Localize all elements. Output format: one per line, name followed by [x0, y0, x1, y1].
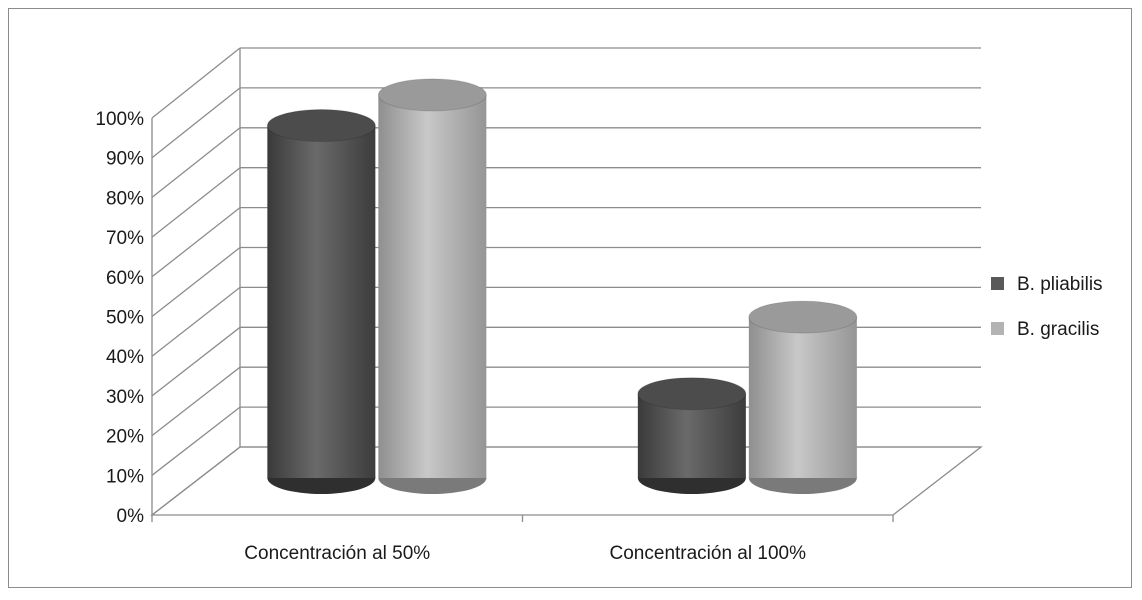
side-wall-line	[151, 406, 241, 476]
side-wall-line	[151, 446, 241, 516]
legend-label: B. gracilis	[1017, 319, 1099, 340]
bars	[266, 78, 858, 494]
y-axis-ticks: 0% 10% 20% 30% 40% 50% 60% 70% 80% 90% 100%	[95, 109, 144, 527]
y-tick-label: 50%	[106, 308, 144, 329]
side-wall-line	[151, 246, 241, 318]
x-axis: Concentración al 50% Concentración al 100…	[151, 515, 894, 564]
legend-label: B. pliabilis	[1017, 274, 1103, 295]
bar	[637, 377, 747, 494]
bar	[266, 109, 376, 494]
side-wall-line	[151, 87, 241, 159]
side-wall-line	[151, 286, 241, 357]
side-wall-line	[151, 167, 241, 238]
y-tick-label: 30%	[106, 387, 144, 408]
y-tick-label: 10%	[106, 466, 144, 487]
y-tick-label: 80%	[106, 188, 144, 209]
side-wall-line	[151, 47, 241, 119]
y-tick-label: 100%	[95, 109, 144, 130]
legend: B. pliabilis B. gracilis	[991, 274, 1103, 340]
side-wall-line	[151, 326, 241, 397]
y-tick-label: 70%	[106, 228, 144, 249]
y-tick-label: 40%	[106, 347, 144, 368]
y-tick-label: 60%	[106, 268, 144, 289]
x-category-label: Concentración al 100%	[610, 543, 807, 564]
side-wall-line	[151, 207, 241, 278]
chart-frame	[8, 8, 1132, 588]
legend-swatch	[991, 277, 1004, 290]
bar	[377, 78, 487, 494]
y-tick-label: 0%	[117, 506, 145, 527]
side-wall-line	[151, 366, 241, 437]
y-tick-label: 20%	[106, 427, 144, 448]
x-category-label: Concentración al 50%	[244, 543, 430, 564]
bar	[748, 300, 858, 494]
side-wall-line	[151, 127, 241, 198]
legend-swatch	[991, 322, 1004, 335]
y-tick-label: 90%	[106, 149, 144, 170]
